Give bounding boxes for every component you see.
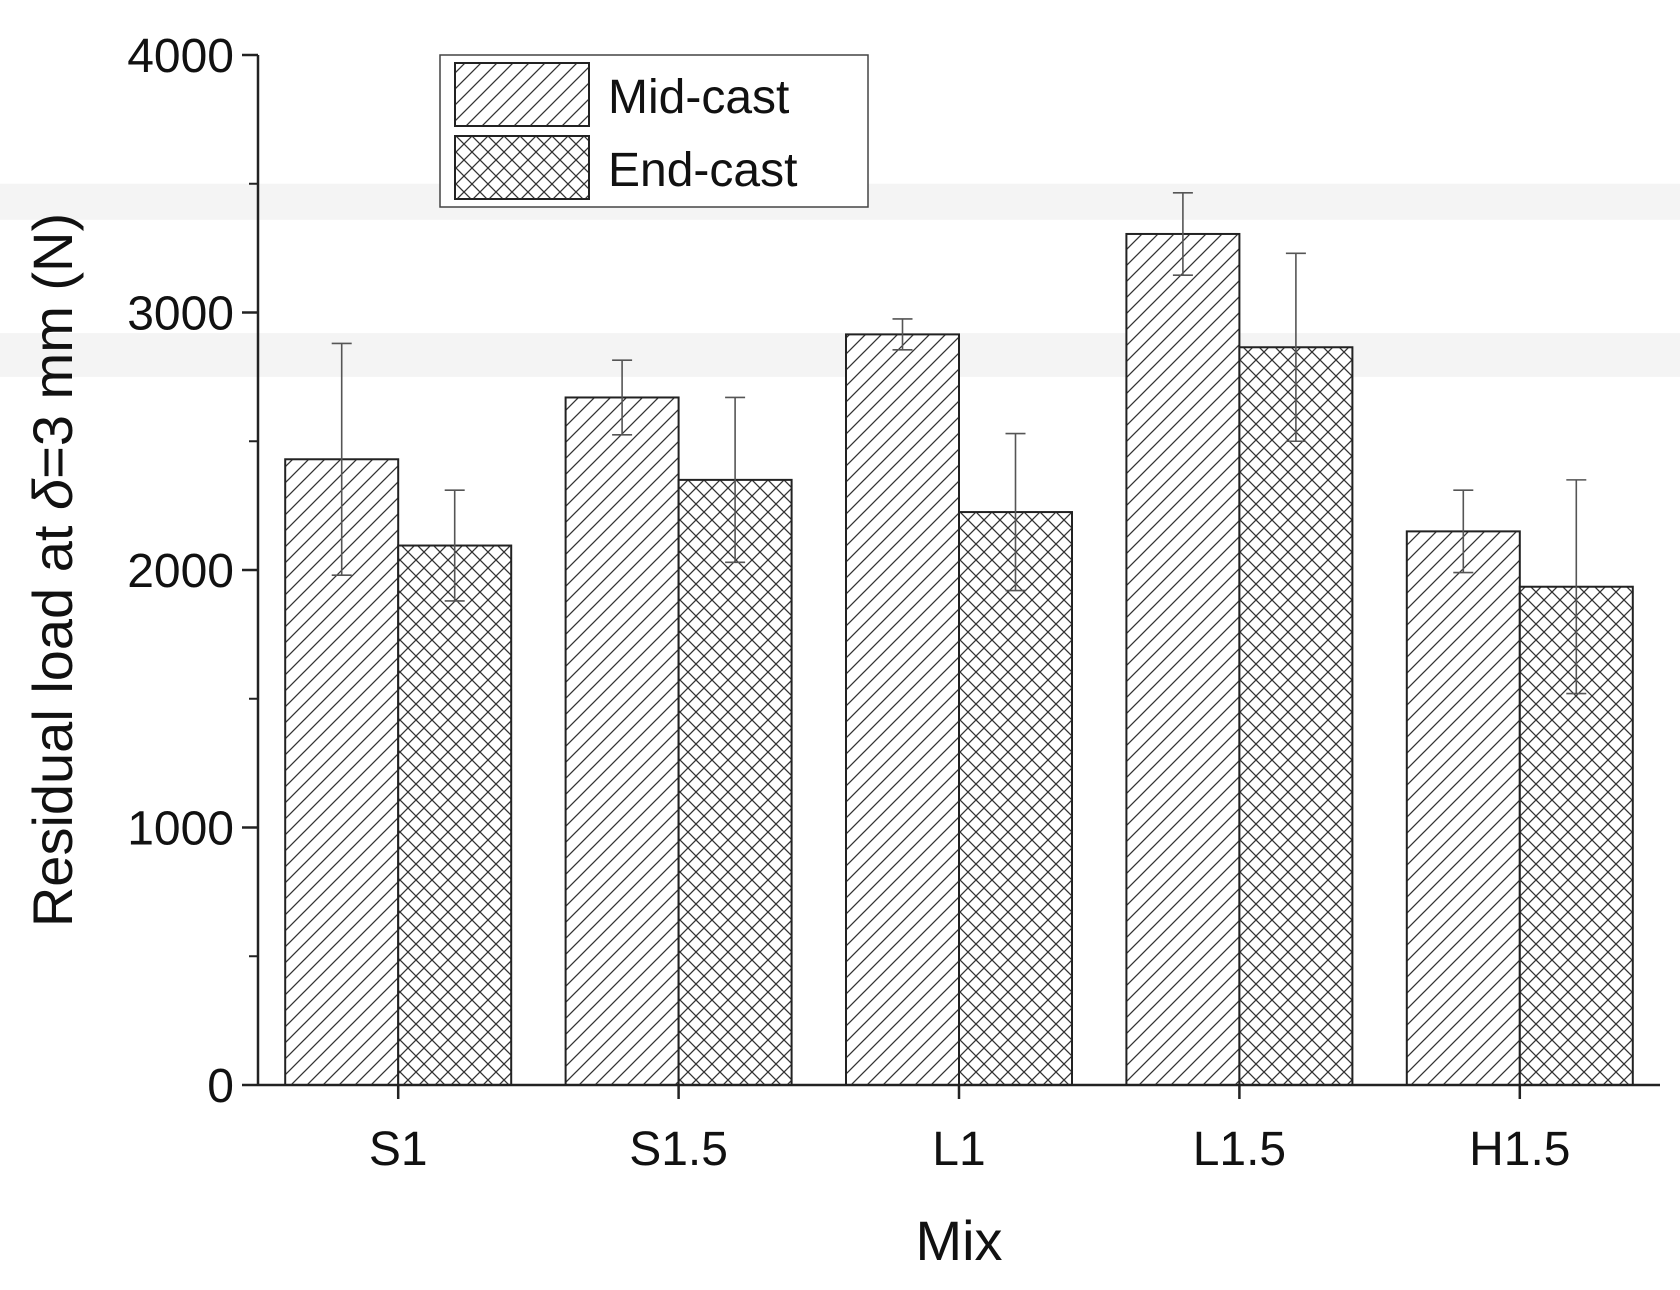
x-tick-label-S1.5: S1.5 (629, 1123, 728, 1176)
y-tick-label-0: 0 (207, 1060, 234, 1113)
bar-mid-cast-s1-5 (564, 396, 680, 1087)
legend-label-mid-cast: Mid-cast (608, 71, 789, 124)
legend-label-end-cast: End-cast (608, 144, 797, 197)
x-tick-label-S1: S1 (369, 1123, 428, 1176)
background-bands (0, 183, 1680, 377)
x-ticks: S1 S1.5 L1 L1.5 H1.5 (369, 1085, 1570, 1176)
x-tick-label-H1.5: H1.5 (1469, 1123, 1570, 1176)
y-axis-title-symbol: δ (21, 478, 84, 510)
bar-mid-cast-l1-5 (1125, 232, 1241, 1086)
x-tick-label-L1.5: L1.5 (1193, 1123, 1286, 1176)
bars-group (284, 232, 1634, 1087)
y-axis-title: Residual load at δ=3 mm (N) (21, 213, 84, 927)
y-ticks: 0 1000 2000 3000 4000 (127, 30, 258, 1113)
bar-end-cast-l1-5 (1238, 346, 1354, 1086)
error-bars-group (331, 191, 1587, 695)
y-tick-label-1000: 1000 (127, 803, 234, 856)
bar-end-cast-s1 (397, 544, 513, 1086)
y-axis-title-suffix: =3 mm (N) (21, 213, 84, 479)
y-tick-label-2000: 2000 (127, 545, 234, 598)
bar-mid-cast-h1-5 (1405, 530, 1521, 1086)
y-tick-label-3000: 3000 (127, 288, 234, 341)
bar-end-cast-s1-5 (677, 478, 793, 1086)
legend-swatch-end-cast (454, 135, 590, 200)
bar-mid-cast-l1 (845, 333, 960, 1086)
y-axis-title-prefix: Residual load at (21, 510, 84, 927)
x-axis-title: Mix (915, 1209, 1002, 1272)
background-band-1 (0, 333, 1680, 377)
bar-end-cast-l1 (958, 511, 1073, 1086)
x-tick-label-L1: L1 (932, 1123, 985, 1176)
legend-swatch-mid-cast (454, 62, 590, 127)
y-tick-label-4000: 4000 (127, 30, 234, 83)
legend: Mid-cast End-cast (439, 54, 869, 208)
